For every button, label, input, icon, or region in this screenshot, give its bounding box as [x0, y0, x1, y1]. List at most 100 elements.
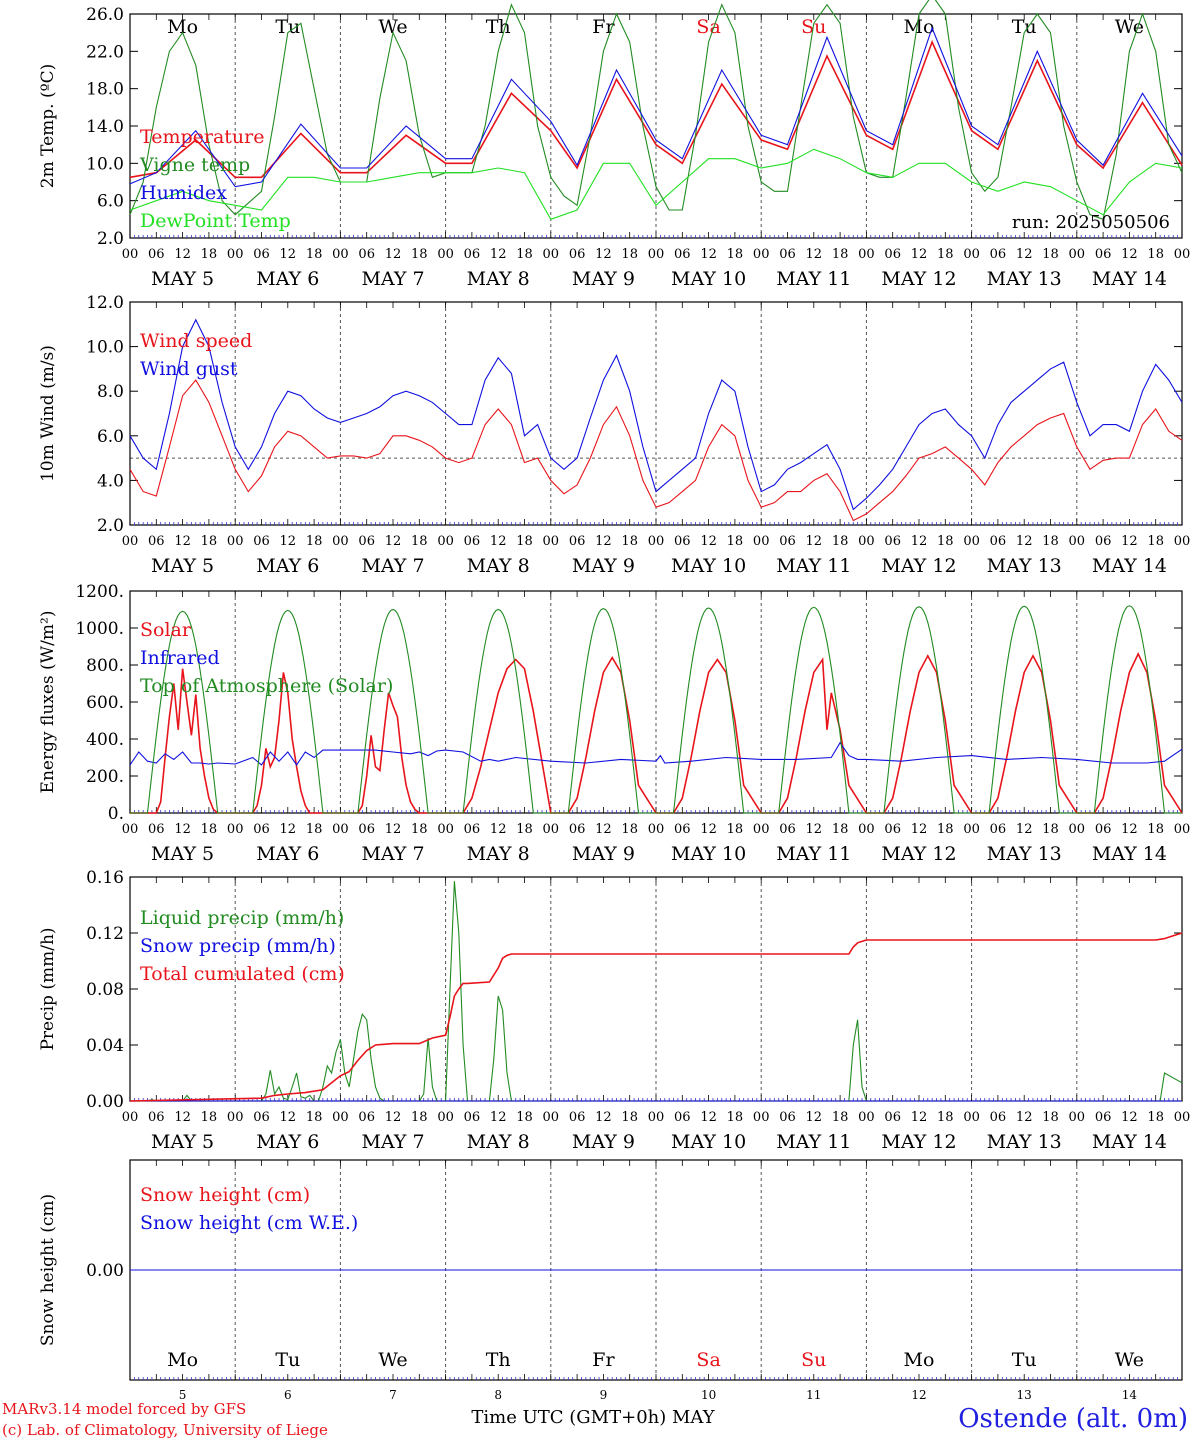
panel-3: 0. 200. 400. 600. 800. 1000. 1200. Energy fluxe…: [38, 582, 1190, 865]
hour-tick-label: 18: [1147, 534, 1164, 549]
hour-tick-label: 18: [306, 247, 323, 262]
hour-tick-label: 06: [358, 534, 375, 549]
date-label: MAY 6: [256, 1131, 319, 1153]
date-label: MAY 11: [776, 555, 851, 577]
hour-tick-label: 06: [464, 1110, 481, 1125]
hour-tick-label: 18: [1147, 247, 1164, 262]
series-line: [129, 318, 1183, 511]
hour-tick-label: 12: [280, 1110, 297, 1125]
hour-tick-label: 18: [727, 247, 744, 262]
legend-entry: Temperature: [140, 126, 264, 148]
hour-tick-label: 06: [990, 822, 1007, 837]
hour-tick-label: 00: [122, 247, 139, 262]
series-line: [129, 148, 1183, 220]
hour-tick-label: 12: [595, 822, 612, 837]
day-of-week-label: We: [1115, 16, 1144, 38]
date-label: MAY 7: [361, 268, 424, 290]
hour-tick-label: 06: [569, 822, 586, 837]
hour-tick-label: 00: [332, 1110, 349, 1125]
date-label: MAY 6: [256, 843, 319, 865]
y-tick-label: 4.0: [97, 471, 124, 491]
hour-tick-label: 12: [911, 247, 928, 262]
hour-tick-label: 12: [911, 822, 928, 837]
hour-tick-label: 00: [963, 1110, 980, 1125]
day-of-week-label: Tu: [1012, 16, 1037, 38]
date-label: MAY 13: [987, 843, 1062, 865]
hour-tick-label: 06: [253, 534, 270, 549]
date-label: MAY 9: [572, 843, 635, 865]
hour-tick-label: 00: [1069, 534, 1086, 549]
hour-tick-label: 18: [621, 534, 638, 549]
y-tick-label: 6.0: [97, 427, 124, 447]
y-tick-label: 8.0: [97, 382, 124, 402]
series-line: [129, 0, 1183, 221]
hour-tick-label: 00: [227, 247, 244, 262]
hour-tick-label: 12: [806, 822, 823, 837]
hour-tick-label: 06: [884, 247, 901, 262]
hour-tick-label: 12: [700, 1110, 717, 1125]
hour-tick-label: 06: [1095, 534, 1112, 549]
hour-tick-label: 12: [490, 822, 507, 837]
date-label: MAY 7: [361, 1131, 424, 1153]
day-of-week-label: Th: [486, 16, 511, 38]
hour-tick-label: 18: [621, 247, 638, 262]
hour-tick-label: 18: [516, 247, 533, 262]
hour-tick-label: 00: [227, 534, 244, 549]
hour-tick-label: 00: [437, 1110, 454, 1125]
hour-tick-label: 06: [569, 247, 586, 262]
hour-tick-label: 00: [648, 247, 665, 262]
hour-tick-label: 06: [569, 1110, 586, 1125]
date-label: MAY 8: [467, 843, 530, 865]
hour-tick-label: 12: [385, 822, 402, 837]
date-label: MAY 6: [256, 555, 319, 577]
y-tick-label: 6.0: [97, 192, 124, 212]
hour-tick-label: 00: [543, 1110, 560, 1125]
hour-tick-label: 00: [858, 247, 875, 262]
hour-tick-label: 06: [569, 534, 586, 549]
date-label: MAY 13: [987, 1131, 1062, 1153]
hour-tick-label: 18: [306, 534, 323, 549]
hour-tick-label: 18: [201, 247, 218, 262]
legend-entry: Total cumulated (cm): [140, 963, 345, 985]
day-of-week-label: Fr: [592, 1349, 615, 1371]
y-tick-label: 200.: [86, 767, 124, 787]
hour-tick-label: 06: [148, 534, 165, 549]
hour-tick-label: 00: [122, 1110, 139, 1125]
panel-5: 0.00 Snow height (cm) Mo Tu We Th Fr Sa Su Mo Tu We…: [38, 1159, 1183, 1402]
hour-tick-label: 18: [937, 822, 954, 837]
series-line: [129, 741, 1183, 766]
day-number-label: 9: [600, 1388, 608, 1402]
hour-tick-label: 12: [595, 247, 612, 262]
panel-1: 2.0 6.0 10.0 14.0 18.0 22.0 26.0 2m Temp. (ºC) 0…: [38, 0, 1190, 290]
day-of-week-label: We: [378, 16, 407, 38]
y-tick-label: 800.: [86, 656, 124, 676]
hour-tick-label: 12: [700, 822, 717, 837]
legend-entry: Snow height (cm): [140, 1184, 310, 1206]
hour-tick-label: 18: [411, 822, 428, 837]
legend-entry: Vigne temp: [139, 154, 250, 176]
hour-tick-label: 12: [174, 247, 191, 262]
y-axis-label: Energy fluxes (W/m²): [38, 611, 58, 794]
hour-tick-label: 00: [858, 822, 875, 837]
hour-tick-label: 00: [122, 534, 139, 549]
date-label: MAY 10: [671, 555, 746, 577]
day-of-week-label: Mo: [167, 1349, 198, 1371]
date-label: MAY 5: [151, 1131, 214, 1153]
hour-tick-label: 06: [990, 247, 1007, 262]
hour-tick-label: 06: [358, 247, 375, 262]
hour-tick-label: 18: [516, 822, 533, 837]
hour-tick-label: 12: [1121, 1110, 1138, 1125]
y-tick-label: 0.00: [86, 1261, 124, 1281]
hour-tick-label: 18: [832, 534, 849, 549]
y-tick-label: 2.0: [97, 229, 124, 249]
date-label: MAY 5: [151, 555, 214, 577]
legend-entry: Solar: [140, 619, 192, 641]
hour-tick-label: 18: [727, 534, 744, 549]
hour-tick-label: 18: [832, 247, 849, 262]
credit-line-1: MARv3.14 model forced by GFS: [2, 1400, 246, 1418]
hour-tick-label: 18: [306, 1110, 323, 1125]
hour-tick-label: 18: [306, 822, 323, 837]
hour-tick-label: 06: [674, 247, 691, 262]
hour-tick-label: 12: [806, 534, 823, 549]
